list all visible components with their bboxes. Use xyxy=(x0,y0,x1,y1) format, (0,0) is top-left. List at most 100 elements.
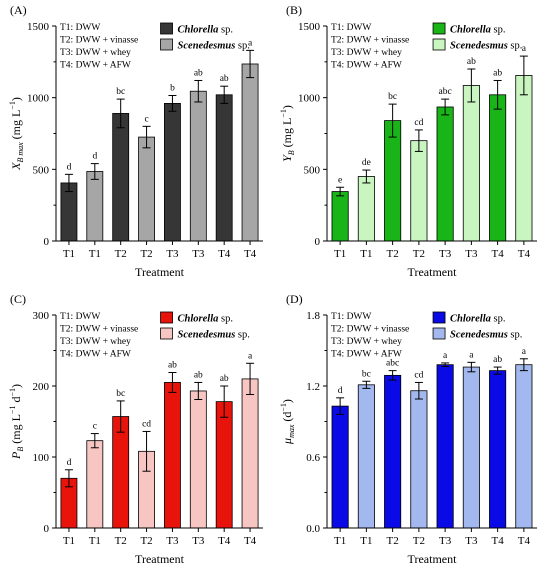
legend-label: Scenedesmus sp. xyxy=(450,41,522,52)
x-tick-label: T4 xyxy=(244,248,257,260)
bar xyxy=(215,94,233,242)
legend-label: Scenedesmus sp. xyxy=(178,41,250,52)
panel-label: (D) xyxy=(286,292,303,306)
panel-label: (A) xyxy=(10,3,27,17)
x-tick-label: T3 xyxy=(192,535,205,547)
bar xyxy=(241,63,259,242)
bar xyxy=(462,366,480,529)
significance-letter: cd xyxy=(142,419,151,429)
bar xyxy=(86,440,104,529)
treatment-key-item: T3: DWW + whey xyxy=(60,48,131,58)
bar xyxy=(215,401,233,529)
significance-letter: bc xyxy=(388,92,397,102)
significance-letter: d xyxy=(338,386,343,396)
significance-letter: cd xyxy=(414,118,423,128)
significance-letter: bc xyxy=(116,389,125,399)
y-axis-title: μmax (d−1) xyxy=(279,399,296,445)
treatment-key-item: T2: DWW + vinasse xyxy=(331,36,409,46)
x-tick-label: T1 xyxy=(334,535,346,547)
treatment-key-item: T3: DWW + whey xyxy=(60,337,131,347)
y-tick-label: 0 xyxy=(315,236,321,248)
significance-letter: a xyxy=(522,347,527,357)
y-tick-label: 0 xyxy=(44,523,50,535)
bar xyxy=(489,370,507,529)
y-tick-label: 0 xyxy=(44,236,50,248)
y-axis-title: PB (mg L−1 d−1) xyxy=(8,384,25,460)
treatment-key-item: T4: DWW + AFW xyxy=(60,61,131,71)
bar xyxy=(164,103,181,242)
treatment-key-item: T1: DWW xyxy=(60,23,100,33)
x-tick-label: T1 xyxy=(63,535,75,547)
x-tick-label: T1 xyxy=(63,248,75,260)
bar xyxy=(436,364,454,529)
significance-letter: ab xyxy=(467,57,476,67)
x-axis-title: Treatment xyxy=(408,552,458,566)
treatment-key-item: T2: DWW + vinasse xyxy=(60,325,138,335)
significance-letter: c xyxy=(144,114,148,124)
significance-letter: e xyxy=(338,175,342,185)
x-axis-title: Treatment xyxy=(408,265,458,279)
treatment-key-item: T4: DWW + AFW xyxy=(331,61,402,71)
x-tick-label: T4 xyxy=(218,248,231,260)
significance-letter: ab xyxy=(194,68,203,78)
bar xyxy=(189,390,207,529)
x-tick-label: T4 xyxy=(518,248,531,260)
legend-label: Scenedesmus sp. xyxy=(178,330,250,341)
significance-letter: ab xyxy=(194,370,203,380)
panel-c: (C) d T1 c T1 bc T2 cd T2 ab T3 ab T3 ab T4 a T4 0 100 200 3… xyxy=(8,292,263,566)
bar xyxy=(384,120,402,242)
significance-letter: a xyxy=(248,38,253,48)
significance-letter: bc xyxy=(116,87,125,97)
bar xyxy=(515,364,533,529)
y-axis-title: YB (mg L−1) xyxy=(279,105,296,162)
significance-letter: ab xyxy=(493,355,502,365)
legend-swatch xyxy=(160,22,173,35)
panel-label: (C) xyxy=(10,292,26,306)
x-axis-title: Treatment xyxy=(135,265,185,279)
x-tick-label: T2 xyxy=(115,248,127,260)
x-tick-label: T3 xyxy=(465,248,478,260)
significance-letter: a xyxy=(248,351,253,361)
treatment-key-item: T2: DWW + vinasse xyxy=(331,325,409,335)
legend-swatch xyxy=(160,327,173,340)
bar xyxy=(410,140,428,242)
legend-swatch xyxy=(160,311,173,324)
legend-swatch xyxy=(432,311,446,324)
treatment-key-item: T3: DWW + whey xyxy=(331,48,402,58)
bar xyxy=(489,94,507,242)
bar xyxy=(462,85,480,242)
y-tick-label: 100 xyxy=(33,452,50,464)
y-tick-label: 1.2 xyxy=(306,381,320,393)
treatment-key-item: T2: DWW + vinasse xyxy=(60,36,138,46)
significance-letter: c xyxy=(93,422,97,432)
y-tick-label: 1.8 xyxy=(306,310,320,322)
bar xyxy=(189,90,207,242)
significance-letter: a xyxy=(522,44,527,54)
legend-swatch xyxy=(432,327,446,340)
treatment-key-item: T1: DWW xyxy=(60,312,100,322)
x-tick-label: T4 xyxy=(244,535,257,547)
x-tick-label: T2 xyxy=(413,248,425,260)
x-tick-label: T3 xyxy=(439,248,452,260)
x-tick-label: T2 xyxy=(387,535,399,547)
treatment-key-item: T3: DWW + whey xyxy=(331,337,402,347)
panel-a: (A) d T1 d T1 bc T2 c T2 b T3 ab T3 ab T4 a T4 0 500 1000 15… xyxy=(8,3,263,279)
y-tick-label: 1000 xyxy=(27,93,50,105)
bar xyxy=(86,171,104,242)
y-tick-label: 1000 xyxy=(298,93,321,105)
legend-label: Chlorella sp. xyxy=(178,314,233,325)
legend-swatch xyxy=(432,22,446,35)
y-axis-title: XB max (mg L−1) xyxy=(8,97,25,171)
panel-d: (D) d T1 bc T1 abc T2 cd T2 a T3 a T3 ab T4 a T4 0.0 0.6 1.… xyxy=(279,292,537,566)
x-axis-title: Treatment xyxy=(135,552,185,566)
bar xyxy=(241,378,259,529)
significance-letter: a xyxy=(469,350,474,360)
y-tick-label: 0.0 xyxy=(306,523,320,535)
significance-letter: bc xyxy=(362,369,371,379)
y-tick-label: 200 xyxy=(33,381,50,393)
legend-label: Chlorella sp. xyxy=(450,25,505,36)
x-tick-label: T4 xyxy=(518,535,531,547)
y-tick-label: 500 xyxy=(304,164,321,176)
x-tick-label: T4 xyxy=(492,248,505,260)
